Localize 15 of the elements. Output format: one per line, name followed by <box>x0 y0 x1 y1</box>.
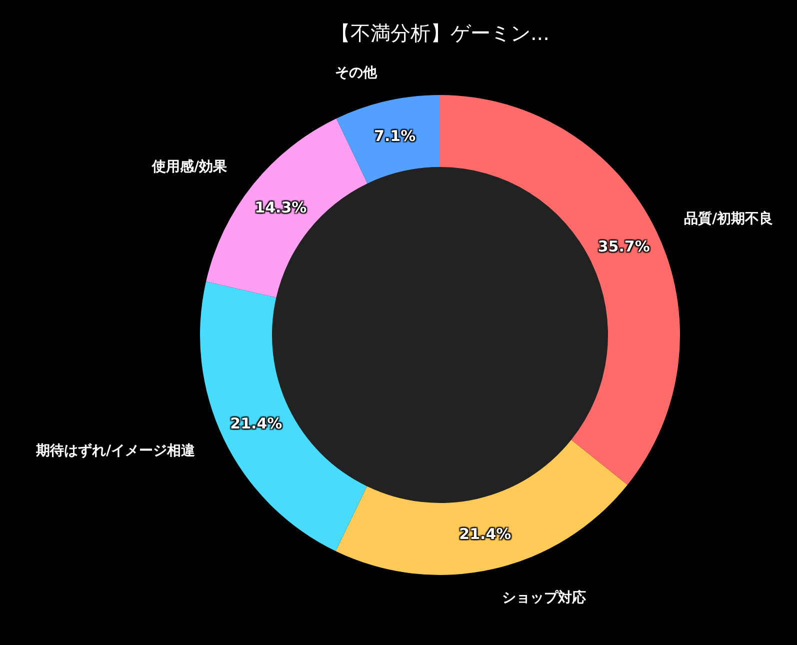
slice-label: 使用感/効果 <box>151 159 228 175</box>
data-label: 21.4% <box>230 414 282 432</box>
data-label: 21.4% <box>459 524 512 543</box>
donut-slice <box>336 440 628 575</box>
data-label: 35.7% <box>598 238 650 256</box>
donut-slice <box>200 281 367 552</box>
data-label: 7.1% <box>374 127 416 146</box>
slice-label: その他 <box>335 65 378 81</box>
chart-title: 【不満分析】ゲーミン... <box>330 20 550 45</box>
donut-slice <box>336 95 440 184</box>
data-label: 14.3% <box>254 198 307 217</box>
donut-slice <box>440 95 680 485</box>
slice-label: ショップ対応 <box>502 589 586 606</box>
slice-label: 品質/初期不良 <box>684 210 774 227</box>
slice-label: 期待はずれ/イメージ相違 <box>35 443 196 459</box>
